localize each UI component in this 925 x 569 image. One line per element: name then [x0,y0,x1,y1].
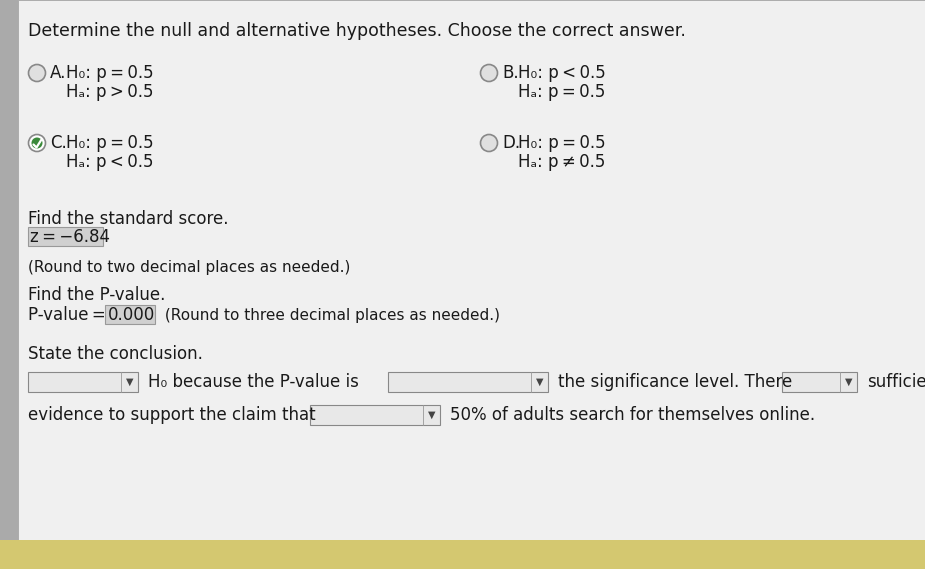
Text: the significance level. There: the significance level. There [558,373,792,391]
Bar [105,305,155,324]
Text: sufficient: sufficient [867,373,925,391]
Circle shape [480,64,498,81]
Bar [28,227,103,246]
Bar [388,372,548,392]
Text: H₀ because the P-value is: H₀ because the P-value is [148,373,359,391]
Text: 0.000: 0.000 [108,306,155,324]
Text: P-value =: P-value = [28,306,109,324]
Text: H₀: p < 0.5: H₀: p < 0.5 [518,64,606,82]
Text: Find the standard score.: Find the standard score. [28,210,228,228]
Text: ▼: ▼ [126,377,133,387]
Bar [310,405,440,425]
Text: B.: B. [502,64,519,82]
Text: Determine the null and alternative hypotheses. Choose the correct answer.: Determine the null and alternative hypot… [28,22,685,40]
Text: C.: C. [50,134,67,152]
Text: H₀: p = 0.5: H₀: p = 0.5 [66,64,154,82]
Text: A.: A. [50,64,67,82]
Bar [28,372,138,392]
Text: evidence to support the claim that: evidence to support the claim that [28,406,315,424]
Text: Hₐ: p = 0.5: Hₐ: p = 0.5 [518,83,605,101]
Text: 50% of adults search for themselves online.: 50% of adults search for themselves onli… [450,406,815,424]
Text: Hₐ: p < 0.5: Hₐ: p < 0.5 [66,153,154,171]
Text: (Round to two decimal places as needed.): (Round to two decimal places as needed.) [28,260,351,275]
Bar [0,0,18,569]
Text: ▼: ▼ [845,377,853,387]
Text: Hₐ: p ≠ 0.5: Hₐ: p ≠ 0.5 [518,153,605,171]
Text: ▼: ▼ [428,410,436,420]
Circle shape [480,134,498,151]
Text: Find the P-value.: Find the P-value. [28,286,166,304]
Text: ▼: ▼ [536,377,544,387]
Text: State the conclusion.: State the conclusion. [28,345,203,363]
Bar [0,540,925,569]
Bar [782,372,857,392]
Circle shape [29,64,45,81]
Text: D.: D. [502,134,520,152]
Text: (Round to three decimal places as needed.): (Round to three decimal places as needed… [160,307,500,323]
Circle shape [31,138,43,149]
Text: z = −6.84: z = −6.84 [30,228,110,246]
Text: H₀: p = 0.5: H₀: p = 0.5 [518,134,606,152]
Text: Hₐ: p > 0.5: Hₐ: p > 0.5 [66,83,154,101]
Text: H₀: p = 0.5: H₀: p = 0.5 [66,134,154,152]
Circle shape [29,134,45,151]
